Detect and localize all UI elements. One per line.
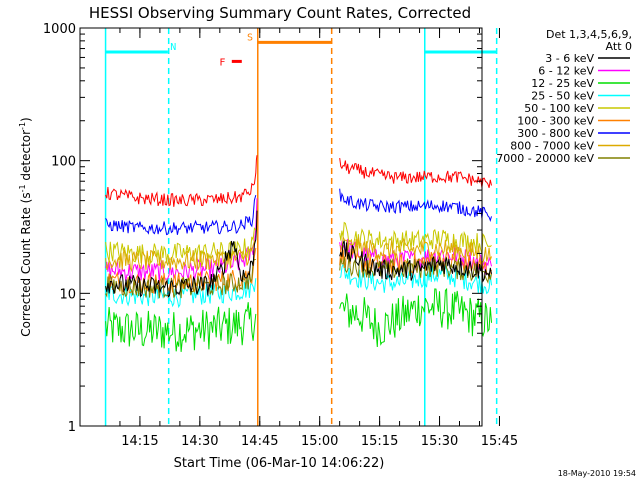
x-tick-label: 14:15	[121, 434, 158, 449]
event-label: N	[170, 42, 176, 53]
plot-area: N S F	[104, 28, 498, 426]
x-axis-label: Start Time (06-Mar-10 14:06:22)	[174, 456, 385, 471]
x-axis: 14:15 14:30 14:45 15:00 15:15 15:30 15:45	[119, 28, 518, 449]
series-line	[105, 210, 492, 299]
plot-frame	[79, 27, 483, 427]
x-tick-label: 15:30	[421, 434, 458, 449]
chart-title: HESSI Observing Summary Count Rates, Cor…	[89, 4, 471, 22]
y-tick-label: 10	[59, 287, 76, 302]
y-tick-label: 1	[68, 420, 76, 435]
legend-title-line1: Det 1,3,4,5,6,9,	[546, 28, 632, 41]
legend-entry-label: 12 - 25 keV	[531, 77, 594, 90]
legend-entry-label: 7000 - 20000 keV	[496, 152, 594, 165]
series-line	[105, 155, 492, 207]
y-tick-label: 1000	[43, 22, 76, 37]
y-axis-label: Corrected Count Rate (s-1 detector-1)	[18, 117, 33, 336]
legend-entry-label: 3 - 6 keV	[545, 52, 594, 65]
series-line	[105, 287, 492, 352]
event-label: F	[219, 57, 225, 68]
generated-timestamp: 18-May-2010 19:54	[558, 469, 636, 478]
legend-entry-label: 100 - 300 keV	[517, 115, 594, 128]
x-tick-label: 14:45	[241, 434, 278, 449]
series-line	[105, 221, 492, 264]
y-tick-label: 100	[51, 155, 76, 170]
legend-entry-label: 6 - 12 keV	[538, 65, 594, 78]
legend-entry-label: 300 - 800 keV	[517, 127, 594, 140]
x-tick-label: 15:15	[361, 434, 398, 449]
x-tick-label: 14:30	[181, 434, 218, 449]
legend-title-line2: Att 0	[606, 40, 632, 53]
series-line	[105, 236, 492, 273]
x-tick-label: 15:45	[481, 434, 518, 449]
legend-entry-label: 800 - 7000 keV	[510, 140, 594, 153]
event-label: S	[247, 32, 253, 43]
y-axis: 1 10 100 1000	[43, 22, 482, 435]
legend-entry-label: 25 - 50 keV	[531, 90, 594, 103]
series-line	[105, 188, 492, 236]
legend-entry-label: 50 - 100 keV	[524, 102, 594, 115]
x-tick-label: 15:00	[301, 434, 338, 449]
